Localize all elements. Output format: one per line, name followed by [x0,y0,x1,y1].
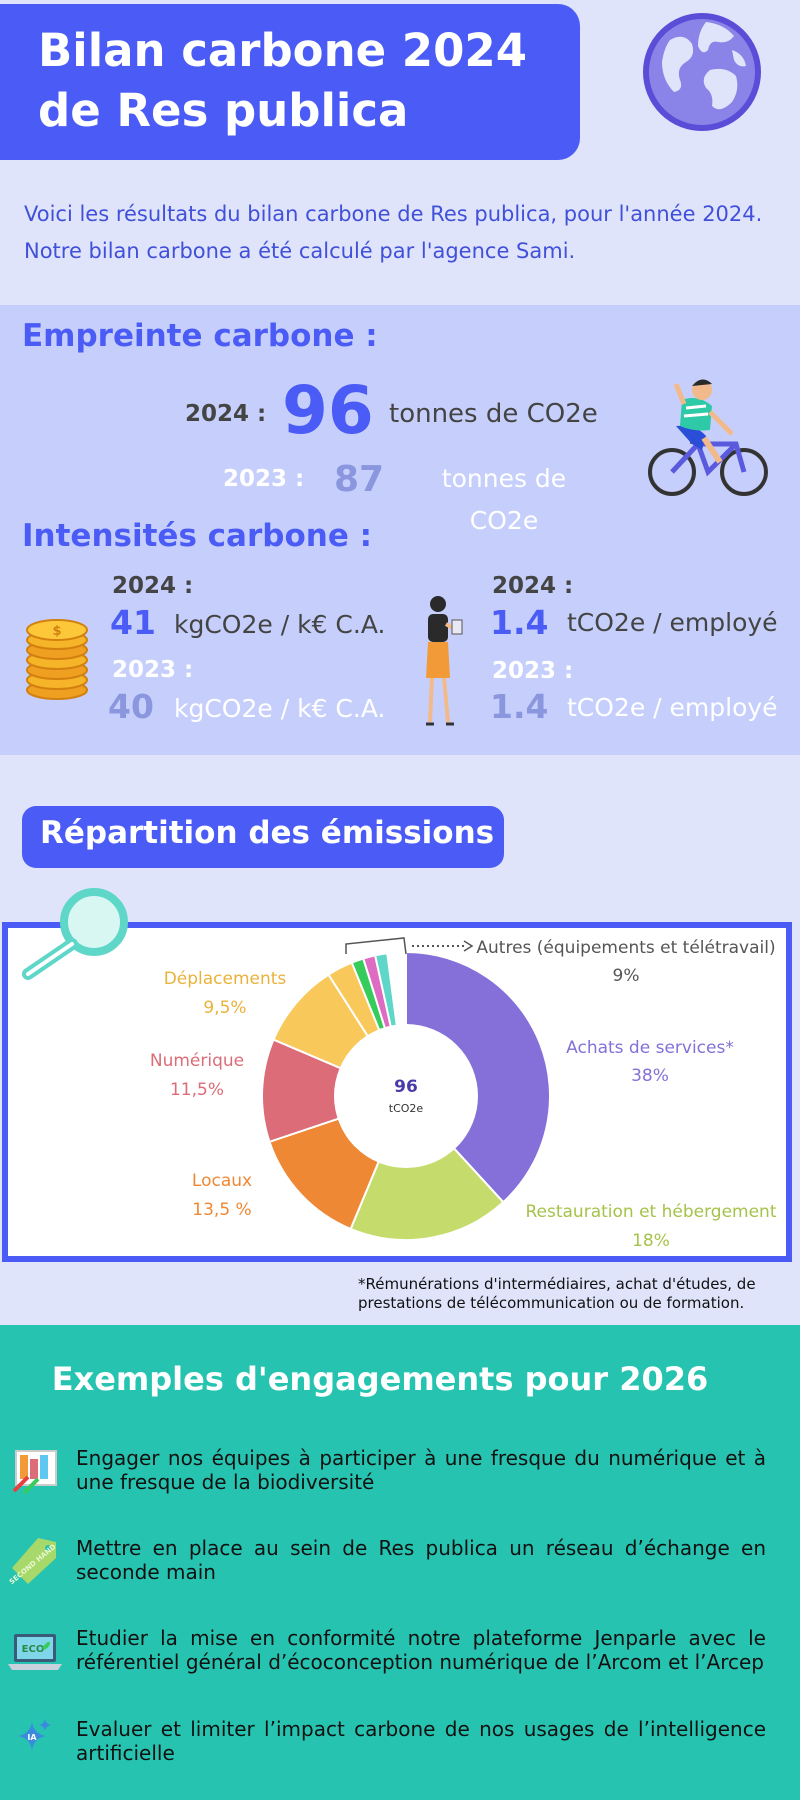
page-title-line2: de Res publica [38,84,409,137]
carbon-summary-section [0,305,800,755]
empreinte-2024-value: 96 [282,372,374,449]
autres-callout-arrow [345,937,474,955]
emissions-donut-chart: 96 tCO2e [261,950,551,1241]
fresque-icon [12,1450,57,1495]
empreinte-2023-value: 87 [334,459,385,500]
empreinte-2023-unit-line1: tonnes de [441,464,567,493]
slice-label-deplacements: Déplacements [163,969,287,989]
engagements-heading: Exemples d'engagements pour 2026 [51,1360,709,1398]
repartition-heading-box [22,806,504,868]
donut-center-value: 96 [394,1077,418,1097]
intensite-ca-2024-label: 2024 : [112,573,194,599]
intensite-ca-2024-unit: kgCO2e / k€ C.A. [174,610,386,639]
svg-text:$: $ [52,624,61,639]
donut-hole [334,1024,478,1168]
empreinte-2023-label: 2023 : [223,466,305,492]
cyclist-icon [648,379,768,496]
slice-value-restauration: 18% [632,1231,670,1251]
donut-slice-numérique [261,1038,409,1144]
eco-laptop-text: ECO [22,1644,45,1655]
second-hand-tag-icon: SECOND HAND [8,1538,58,1586]
intensites-heading: Intensités carbone : [22,518,373,554]
slice-label-locaux: Locaux [191,1171,253,1191]
ia-sparkle-icon: IA [18,1719,51,1750]
intro-line1: Voici les résultats du bilan carbone de … [24,202,763,226]
engagement-text-4: Evaluer et limiter l’impact carbone de n… [76,1717,766,1765]
engagement-text-2: Mettre en place au sein de Res publica u… [76,1536,766,1584]
eco-laptop-icon: ECO [8,1634,62,1670]
slice-label-restauration: Restauration et hébergement [525,1202,777,1222]
page-title-line1: Bilan carbone 2024 [38,24,528,77]
employee-icon [426,596,463,726]
slice-value-deplacements: 9,5% [203,998,247,1018]
slice-label-autres: Autres (équipements et télétravail) [476,938,776,958]
coins-icon: $ [26,619,88,700]
intensite-ca-2023-label: 2023 : [112,657,194,683]
footnote-line1: *Rémunérations d'intermédiaires, achat d… [358,1275,756,1293]
slice-label-achats: Achats de services* [566,1038,734,1058]
intensite-ca-2023-value: 40 [108,687,154,726]
intensite-employe-2024-unit: tCO2e / employé [567,608,778,637]
slice-value-numerique: 11,5% [169,1080,224,1100]
slice-value-autres: 9% [612,966,640,986]
slice-value-locaux: 13,5 % [192,1200,252,1220]
intensite-employe-2023-label: 2023 : [492,658,574,684]
empreinte-2024-label: 2024 : [185,401,267,427]
intensite-employe-2023-value: 1.4 [490,687,549,726]
footnote-line2: prestations de télécommunication ou de f… [358,1294,745,1312]
engagement-text-1: Engager nos équipes à participer à une f… [76,1446,766,1494]
intensite-employe-2024-value: 1.4 [490,603,549,642]
intensite-ca-2023-unit: kgCO2e / k€ C.A. [174,694,386,723]
engagement-text-3: Etudier la mise en conformité notre plat… [76,1626,766,1674]
donut-slice-restauration [349,1094,505,1241]
empreinte-2024-unit: tonnes de CO2e [389,399,598,429]
title-banner [0,4,580,160]
donut-slice-achats [405,950,551,1204]
slice-label-numerique: Numérique [149,1051,245,1071]
intensite-ca-2024-value: 41 [110,603,156,642]
repartition-heading: Répartition des émissions [40,815,495,851]
donut-center-unit: tCO2e [389,1102,424,1115]
ia-sparkle-text: IA [27,1733,37,1742]
empreinte-heading: Empreinte carbone : [22,318,378,354]
slice-value-achats: 38% [631,1066,669,1086]
empreinte-2023-unit-line2: CO2e [469,506,539,535]
globe-icon [643,13,761,131]
engagements-section [0,1325,800,1800]
intro-line2: Notre bilan carbone a été calculé par l'… [24,239,576,263]
intensite-employe-2024-label: 2024 : [492,573,574,599]
magnifier-icon [22,888,128,980]
intensite-employe-2023-unit: tCO2e / employé [567,693,778,722]
footnote: *Rémunérations d'intermédiaires, achat d… [358,1275,778,1313]
